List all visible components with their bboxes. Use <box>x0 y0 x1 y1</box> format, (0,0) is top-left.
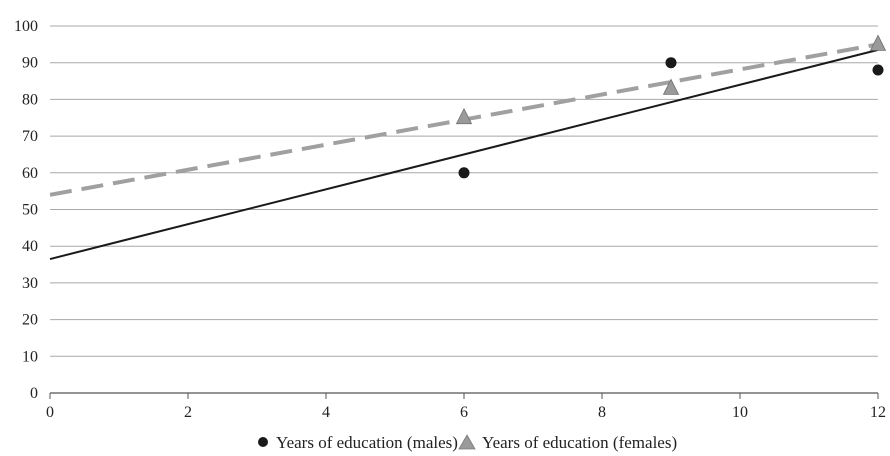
y-tick-label-40: 40 <box>22 238 38 255</box>
x-tick-label-4: 4 <box>322 404 330 421</box>
x-tick-label-0: 0 <box>46 404 54 421</box>
x-tick-label-2: 2 <box>184 404 192 421</box>
trendline-males <box>49 48 879 261</box>
y-tick-label-80: 80 <box>22 91 38 108</box>
y-tick-label-20: 20 <box>22 312 38 329</box>
x-tick-label-8: 8 <box>598 404 606 421</box>
legend-label-females: Years of education (females) <box>482 433 677 452</box>
point-males-0 <box>458 167 470 179</box>
x-tick-label-12: 12 <box>870 404 886 421</box>
legend-marker-males <box>258 437 268 447</box>
point-males-1 <box>665 57 677 69</box>
y-tick-label-10: 10 <box>22 348 38 365</box>
legend-marker-females <box>458 434 476 450</box>
trendlines <box>49 42 879 261</box>
point-males-2 <box>872 64 884 76</box>
legend: Years of education (males) Years of educ… <box>258 433 677 452</box>
tick-labels: 0 10 20 30 40 50 60 70 80 90 100 0 2 4 6 8 10 12 <box>14 18 886 421</box>
y-tick-label-50: 50 <box>22 202 38 219</box>
point-females-2 <box>869 34 887 51</box>
legend-label-males: Years of education (males) <box>276 433 458 452</box>
data-points <box>455 34 887 179</box>
gridlines <box>50 25 878 357</box>
axes <box>49 392 879 399</box>
y-tick-label-0: 0 <box>30 385 38 402</box>
point-females-1 <box>662 78 680 95</box>
x-tick-label-6: 6 <box>460 404 468 421</box>
point-females-0 <box>455 107 473 125</box>
y-tick-label-70: 70 <box>22 128 38 145</box>
y-tick-label-30: 30 <box>22 275 38 292</box>
x-tick-label-10: 10 <box>732 404 748 421</box>
y-tick-label-90: 90 <box>22 55 38 72</box>
y-tick-label-60: 60 <box>22 165 38 182</box>
y-tick-label-100: 100 <box>14 18 38 35</box>
